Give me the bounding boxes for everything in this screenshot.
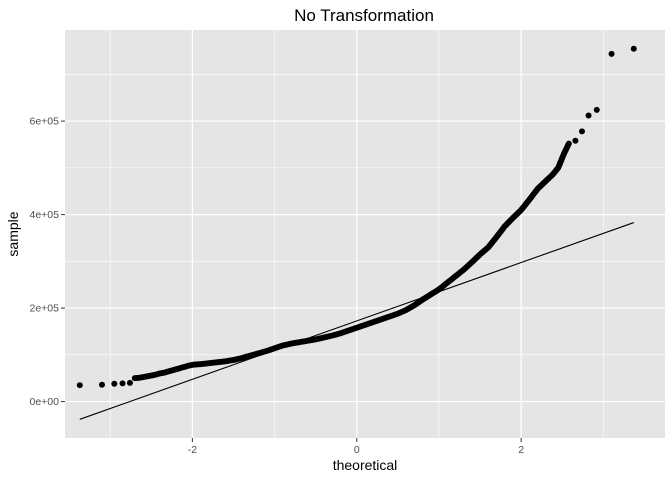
data-point [593,106,600,113]
y-tick-label: 0e+00 [30,396,60,408]
data-point [111,380,118,387]
y-axis-ticks: 0e+00 2e+05 4e+05 6e+05 [30,116,65,408]
data-points [76,45,637,389]
data-point [572,137,579,144]
x-tick-label: 2 [518,444,524,456]
data-point [608,50,615,57]
x-tick-label: 0 [354,444,360,456]
x-axis-title: theoretical [333,457,398,473]
x-axis-ticks: -2 0 2 [188,438,524,456]
major-grid [65,30,665,438]
y-tick-label: 2e+05 [30,303,60,315]
reference-line-layer [79,222,634,420]
data-point [98,381,105,388]
x-tick-label: -2 [188,444,197,456]
data-point [585,112,592,119]
chart-title: No Transformation [294,6,434,25]
y-tick-label: 4e+05 [30,209,60,221]
data-point [126,379,133,386]
data-point [119,380,126,387]
y-axis-title: sample [5,211,21,256]
data-point [565,140,572,147]
data-point [76,382,83,389]
data-point [578,128,585,135]
y-tick-label: 6e+05 [30,116,60,128]
data-point [630,45,637,52]
minor-grid [65,30,665,438]
qq-reference-line [79,222,634,420]
